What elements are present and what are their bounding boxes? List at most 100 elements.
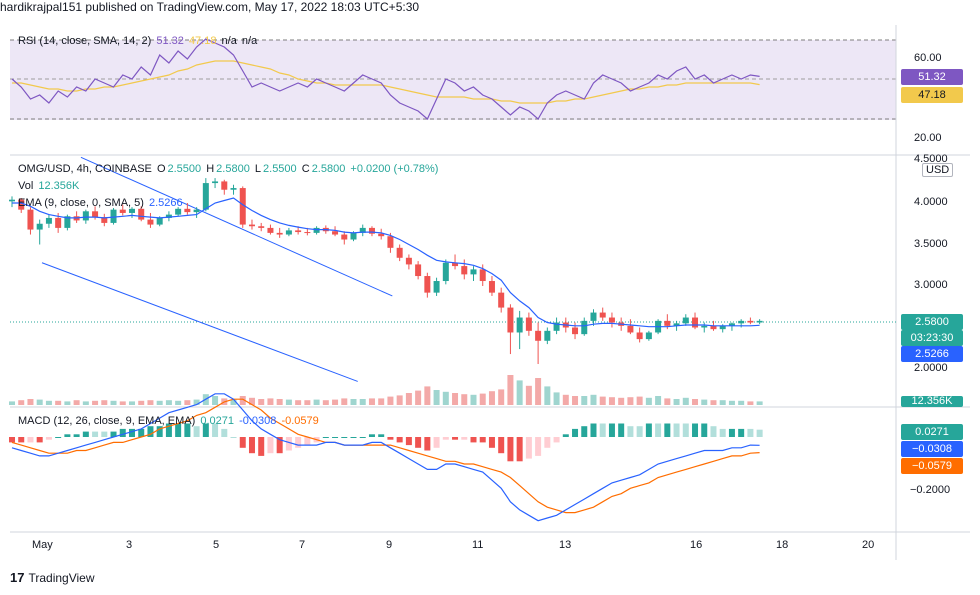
volume-bar [387,396,394,405]
tradingview-logo[interactable]: 17 TradingView [10,570,95,585]
macd-hist-legend-value: 0.0271 [200,415,234,427]
candle-body [147,219,154,225]
volume-bar [498,389,505,405]
candle-body [544,330,551,341]
volume-bar [535,378,542,405]
macd-histogram-bar [433,437,440,448]
rsi-tick-60: 60.00 [914,52,942,64]
currency-button[interactable]: USD [922,163,954,177]
candle-body [461,266,468,275]
volume-bar [756,401,763,405]
macd-histogram-bar [101,431,108,437]
candle-body [175,208,182,215]
low-value: 2.5500 [263,163,297,175]
candle-body [202,183,209,210]
volume-bar [378,398,385,405]
macd-histogram-bar [322,437,329,438]
close-label: C [301,163,310,175]
macd-histogram-bar [221,428,228,437]
rsi-band [10,40,896,120]
candle-body [682,317,689,324]
volume-bar [175,400,182,405]
macd-histogram-bar [442,437,449,440]
macd-histogram-bar [424,437,431,451]
volume-bar [747,401,754,405]
channel-lower-line[interactable] [41,262,358,382]
candle-body [433,281,440,293]
candle-body [405,257,412,265]
candle-body [341,234,348,240]
macd-histogram-bar [470,437,477,443]
volume-bar [165,400,172,405]
candle-body [396,247,403,258]
macd-histogram-bar [590,423,597,437]
bar-countdown-tag: 03:23:30 [901,330,963,346]
volume-bar [36,399,43,405]
volume-bar [396,395,403,405]
macd-histogram-bar [341,437,348,438]
ema-value: 2.5266 [149,197,183,209]
ema-line [12,197,760,328]
volume-bar [101,400,108,405]
candle-body [55,217,62,228]
volume-bar [433,390,440,405]
candle-body [756,320,763,323]
candle-body [378,233,385,237]
candle-body [664,320,671,326]
rsi-legend-name: RSI (14, close, SMA, 14, 2) [18,35,152,47]
volume-bar [82,401,89,405]
candle-body [92,211,99,218]
candle-body [359,227,366,233]
open-label: O [156,163,166,175]
macd-histogram-bar [304,437,311,446]
volume-bar [673,399,680,405]
macd-histogram-bar [664,423,671,437]
volume-label: Vol [18,180,34,192]
volume-bar [64,401,71,405]
time-label-7: 7 [299,539,306,551]
volume-bar [452,393,459,405]
macd-histogram-bar [461,437,468,440]
volume-bar [332,399,339,405]
candle-body [304,232,311,234]
candle-body [442,262,449,282]
candle-body [470,269,477,275]
volume-bar [267,398,274,405]
candle-body [82,211,89,221]
channel-upper-line[interactable] [80,156,393,297]
candle-body [267,227,274,233]
candle-body [387,236,394,248]
volume-bar [645,397,652,405]
volume-bar [525,385,532,405]
macd-histogram-bar [507,437,514,462]
rsi-ma-legend-value: 47.18 [188,35,217,47]
volume-bar [45,400,52,405]
volume-bar [442,391,449,405]
candle-body [193,209,200,213]
macd-histogram-bar [359,437,366,438]
price-tick-4-0: 4.0000 [914,196,948,208]
macd-histogram-bar [55,437,62,438]
macd-histogram-bar [368,434,375,437]
macd-histogram-bar [535,437,542,456]
macd-histogram-bar [599,423,606,437]
macd-histogram-bar [128,428,135,437]
macd-histogram-bar [147,426,154,437]
macd-histogram-bar [701,423,708,437]
candle-body [599,312,606,318]
candle-body [424,276,431,293]
volume-bar [701,399,708,405]
volume-bar [230,399,237,405]
change-value: +0.0200 (+0.78%) [350,163,439,175]
macd-histogram-bar [452,437,459,440]
candle-body [128,208,135,213]
rsi-legend: RSI (14, close, SMA, 14, 2) 51.32 47.18 … [18,35,259,47]
volume-bar [682,397,689,405]
macd-histogram-bar [479,437,486,443]
macd-histogram-bar [405,437,412,446]
volume-value-tag: 12.356K [901,396,963,407]
symbol-label[interactable]: OMG/USD, 4h, COINBASE [18,163,152,175]
rsi-value-tag: 51.32 [901,69,963,85]
